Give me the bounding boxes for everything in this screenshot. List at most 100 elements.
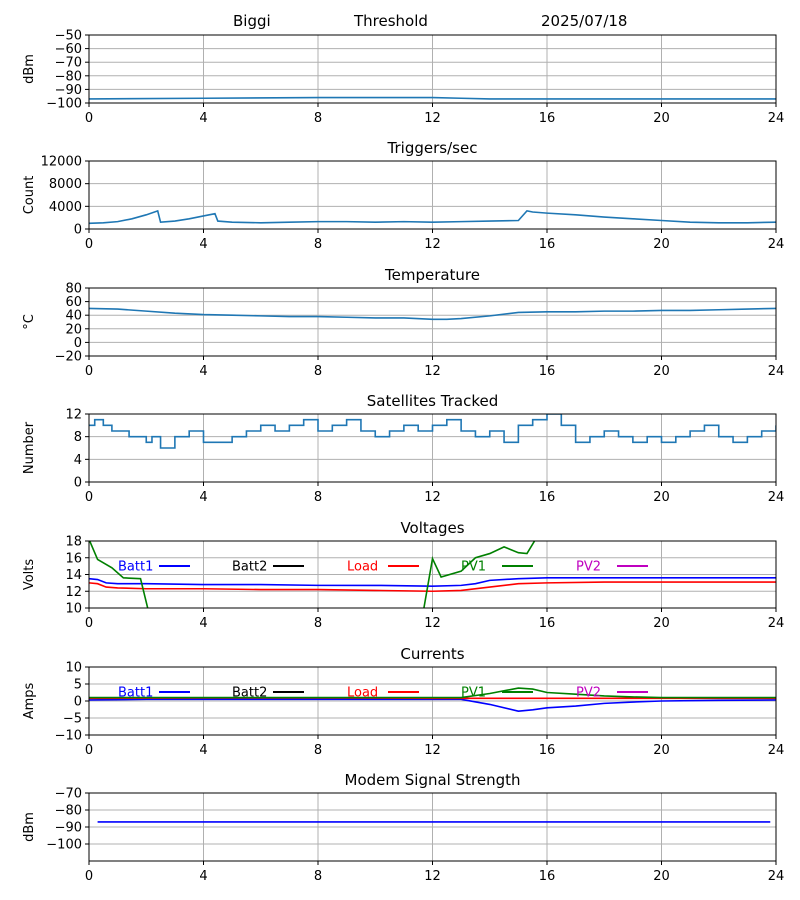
- triggers-x-tick-label: 12: [424, 237, 441, 252]
- currents-series-pv1: [89, 687, 776, 699]
- temperature-series-0: [89, 307, 776, 321]
- triggers-x-tick-label: 24: [768, 237, 785, 252]
- temperature-y-tick-label: 20: [65, 322, 82, 337]
- triggers-y-tick-label: 0: [74, 223, 82, 238]
- voltages-legend-label-pv2: PV2: [576, 560, 601, 575]
- noise-axes-frame: [88, 34, 777, 104]
- modem-x-tick-label: 12: [424, 869, 441, 884]
- temperature-x-tick-label: 4: [199, 364, 207, 379]
- mode-label: Threshold: [354, 12, 428, 30]
- noise-x-tick-label: 20: [653, 111, 670, 126]
- satellites-y-tick-label: 8: [74, 430, 82, 445]
- currents-legend-label-batt2: Batt2: [232, 686, 267, 701]
- temperature-axes-frame: [88, 287, 777, 357]
- temperature-y-tick-label: 0: [74, 336, 82, 351]
- temperature-x-tick-label: 12: [424, 364, 441, 379]
- currents-legend-label-pv1: PV1: [461, 686, 486, 701]
- voltages-title: Voltages: [400, 519, 464, 537]
- modem-x-tick-label: 24: [768, 869, 785, 884]
- temperature-x-tick-label: 20: [653, 364, 670, 379]
- currents-x-tick-label: 12: [424, 743, 441, 758]
- triggers-chart: Triggers/sec Count 0 4 8 12 16 20 24 0 4000 8000 120…: [22, 139, 784, 252]
- noise-x-tick-label: 0: [85, 111, 93, 126]
- currents-axes-frame: [88, 666, 777, 736]
- temperature-x-tick-label: 16: [539, 364, 556, 379]
- satellites-y-label: Number: [22, 421, 37, 474]
- currents-y-tick-label: 10: [65, 661, 82, 676]
- voltages-x-tick-label: 24: [768, 616, 785, 631]
- triggers-title: Triggers/sec: [387, 139, 478, 157]
- modem-title: Modem Signal Strength: [345, 771, 521, 789]
- currents-y-label: Amps: [22, 682, 37, 719]
- noise-y-tick-label: −50: [55, 29, 82, 44]
- currents-title: Currents: [400, 645, 464, 663]
- satellites-x-tick-label: 4: [199, 490, 207, 505]
- satellites-x-tick-label: 12: [424, 490, 441, 505]
- currents-x-tick-label: 0: [85, 743, 93, 758]
- voltages-x-tick-label: 8: [314, 616, 322, 631]
- currents-legend-label-load: Load: [347, 686, 378, 701]
- noise-y-tick-label: −90: [55, 83, 82, 98]
- currents-x-tick-label: 24: [768, 743, 785, 758]
- voltages-series-pv1: [89, 541, 536, 608]
- report-header: Biggi Threshold 2025/07/18: [0, 0, 800, 36]
- satellites-axes-frame: [88, 413, 777, 483]
- modem-y-label: dBm: [22, 812, 37, 842]
- currents-y-tick-label: −10: [55, 729, 82, 744]
- noise-chart: dBm 0 4 8 12 16 20 24 −100−90−80−70−60−50: [22, 29, 784, 127]
- voltages-x-tick-label: 4: [199, 616, 207, 631]
- modem-y-tick-label: −90: [55, 821, 82, 836]
- modem-y-tick-label: −80: [55, 804, 82, 819]
- triggers-y-label: Count: [22, 176, 37, 215]
- noise-x-tick-label: 24: [768, 111, 785, 126]
- satellites-x-tick-label: 20: [653, 490, 670, 505]
- noise-x-tick-label: 16: [539, 111, 556, 126]
- temperature-y-tick-label: 60: [65, 295, 82, 310]
- noise-x-tick-label: 8: [314, 111, 322, 126]
- voltages-axes-frame: [88, 540, 777, 609]
- report-date: 2025/07/18: [541, 12, 628, 30]
- modem-x-tick-label: 0: [85, 869, 93, 884]
- temperature-y-label: °C: [22, 314, 37, 330]
- noise-series-0: [89, 96, 776, 100]
- modem-x-tick-label: 4: [199, 869, 207, 884]
- voltages-x-tick-label: 0: [85, 616, 93, 631]
- noise-y-tick-label: −70: [55, 56, 82, 71]
- modem-x-tick-label: 16: [539, 869, 556, 884]
- triggers-axes-frame: [88, 160, 777, 230]
- currents-y-tick-label: 0: [74, 695, 82, 710]
- satellites-y-tick-label: 4: [74, 453, 82, 468]
- satellites-x-tick-label: 24: [768, 490, 785, 505]
- voltages-y-label: Volts: [22, 559, 37, 591]
- satellites-y-tick-label: 12: [65, 408, 82, 423]
- triggers-x-tick-label: 8: [314, 237, 322, 252]
- triggers-y-tick-label: 12000: [41, 155, 82, 170]
- triggers-x-tick-label: 20: [653, 237, 670, 252]
- satellites-x-tick-label: 16: [539, 490, 556, 505]
- voltages-y-tick-label: 12: [65, 585, 82, 600]
- temperature-title: Temperature: [384, 266, 480, 284]
- modem-x-tick-label: 20: [653, 869, 670, 884]
- modem-axes-frame: [88, 792, 777, 862]
- satellites-x-tick-label: 0: [85, 490, 93, 505]
- voltages-legend-label-batt2: Batt2: [232, 560, 267, 575]
- satellites-title: Satellites Tracked: [367, 392, 498, 410]
- triggers-y-tick-label: 4000: [49, 200, 82, 215]
- voltages-legend-label-pv1: PV1: [461, 560, 486, 575]
- temperature-x-tick-label: 0: [85, 364, 93, 379]
- currents-series-batt1: [89, 698, 776, 713]
- voltages-legend-label-batt1: Batt1: [118, 560, 153, 575]
- triggers-x-tick-label: 16: [539, 237, 556, 252]
- voltages-y-tick-label: 16: [65, 551, 82, 566]
- noise-y-tick-label: −60: [55, 42, 82, 57]
- station-name: Biggi: [233, 12, 271, 30]
- triggers-y-tick-label: 8000: [49, 177, 82, 192]
- triggers-x-tick-label: 0: [85, 237, 93, 252]
- currents-legend-label-pv2: PV2: [576, 686, 601, 701]
- modem-y-tick-label: −70: [55, 787, 82, 802]
- noise-y-label: dBm: [22, 54, 37, 84]
- temperature-y-tick-label: 40: [65, 309, 82, 324]
- currents-chart: Currents Amps 0 4 8 12 16 20 24 −10 −5 0 5 10 Batt1 Bat…: [22, 645, 784, 758]
- temperature-x-tick-label: 24: [768, 364, 785, 379]
